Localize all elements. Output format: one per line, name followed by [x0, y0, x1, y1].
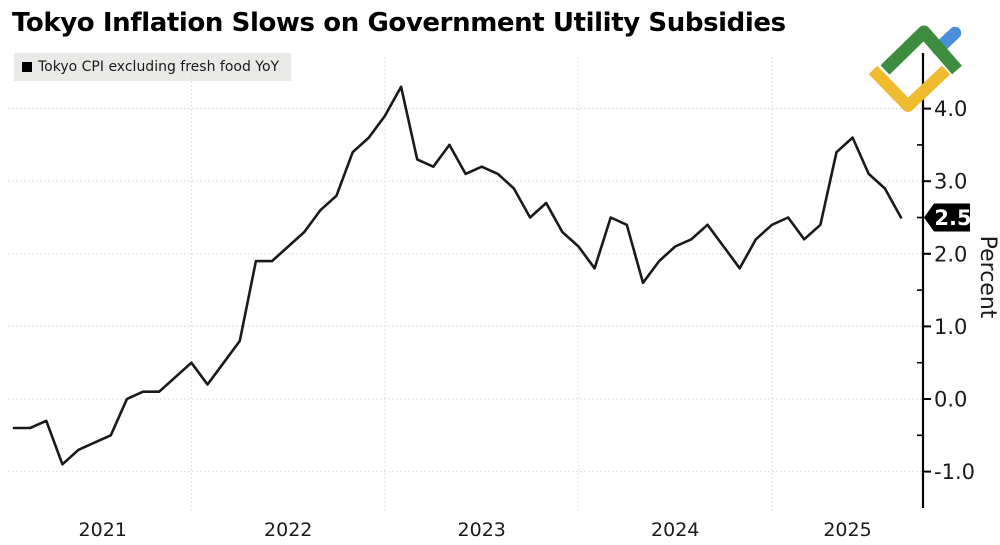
- x-tick-label: 2025: [823, 519, 871, 541]
- logo-green-stroke: [880, 25, 962, 75]
- y-tick-label: 4.0: [934, 97, 967, 121]
- legend: Tokyo CPI excluding fresh food YoY: [14, 53, 292, 81]
- latest-value-label: 2.5: [934, 206, 971, 230]
- y-tick-label: 0.0: [934, 388, 967, 412]
- y-tick-label: -1.0: [934, 460, 975, 484]
- x-tick-label: 2022: [264, 519, 312, 541]
- litefinance-logo: [868, 25, 962, 112]
- x-tick-label: 2021: [79, 519, 127, 541]
- page-title: Tokyo Inflation Slows on Government Util…: [12, 8, 786, 38]
- legend-swatch-icon: [22, 62, 32, 72]
- logo-yellow-stroke: [868, 65, 951, 112]
- y-tick-label: 2.0: [934, 242, 967, 266]
- y-tick-label: 3.0: [934, 170, 967, 194]
- y-tick-label: 1.0: [934, 315, 967, 339]
- legend-label: Tokyo CPI excluding fresh food YoY: [38, 59, 280, 75]
- y-axis-title: Percent: [975, 236, 1000, 319]
- latest-value-badge: [924, 203, 970, 232]
- cpi-line: [12, 85, 903, 466]
- x-tick-label: 2024: [651, 519, 699, 541]
- x-tick-label: 2023: [458, 519, 506, 541]
